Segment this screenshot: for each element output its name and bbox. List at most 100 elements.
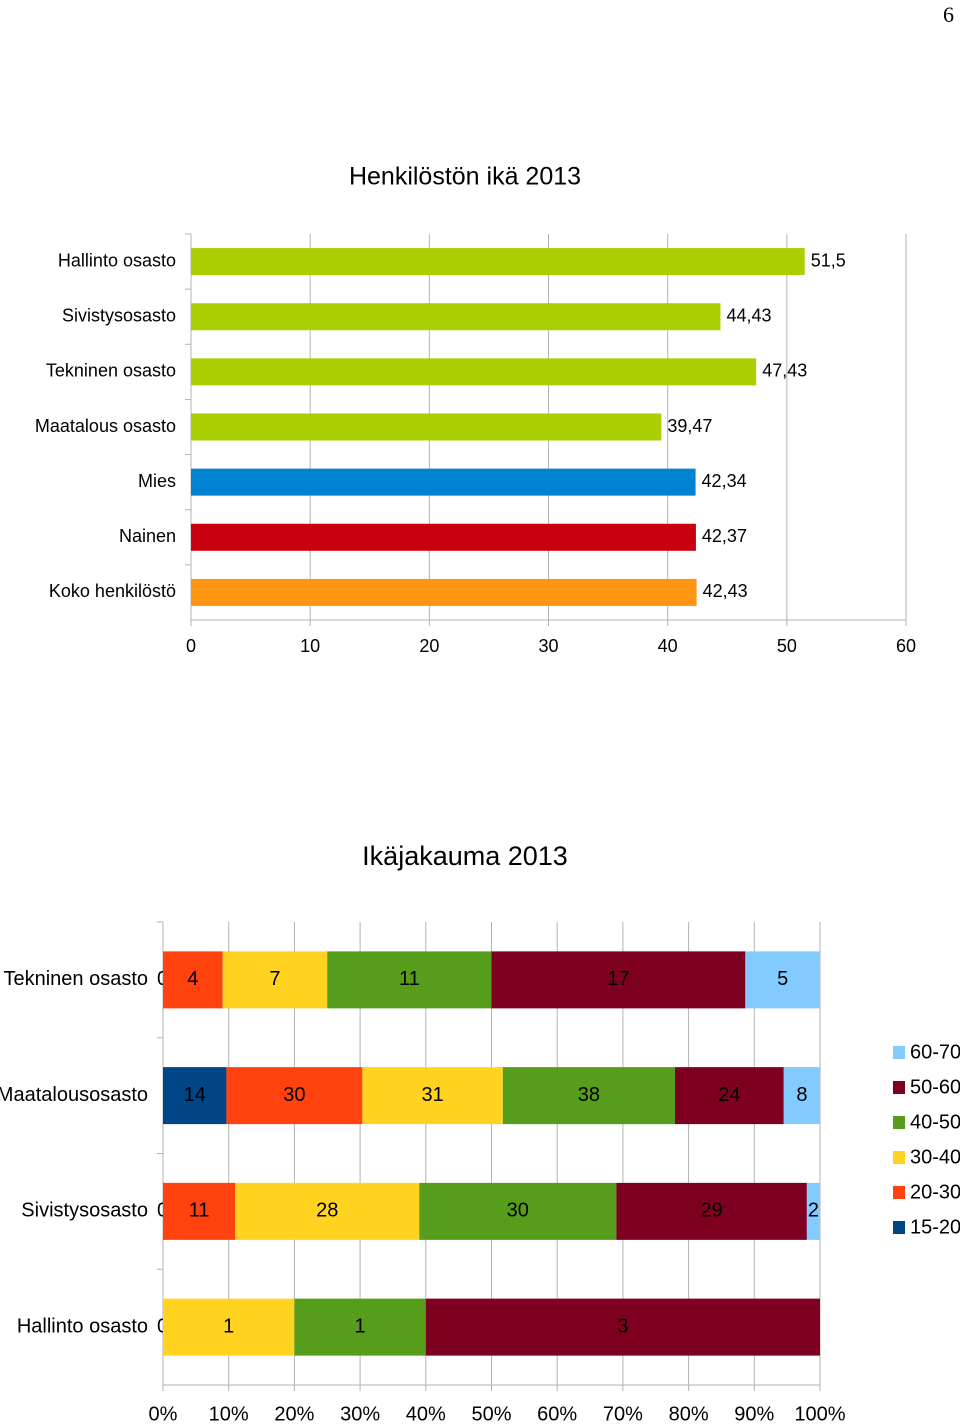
age-x-tick-label: 0	[186, 636, 196, 656]
age-bar	[191, 523, 696, 551]
age-x-tick-label: 20	[419, 636, 439, 656]
distribution-segment	[425, 1298, 820, 1356]
distribution-zero-label: 0	[157, 968, 168, 990]
distribution-segment-label: 38	[578, 1084, 600, 1106]
distribution-segment	[327, 951, 492, 1009]
distribution-segment-label: 28	[316, 1200, 338, 1222]
distribution-segment-label: 24	[718, 1084, 740, 1106]
distribution-x-tick-label: 90%	[734, 1403, 774, 1425]
distribution-segment-label: 30	[507, 1200, 529, 1222]
distribution-segment-label: 17	[607, 968, 629, 990]
legend-swatch	[893, 1151, 905, 1164]
distribution-segment	[419, 1182, 617, 1240]
distribution-segment-label: 11	[189, 1200, 210, 1222]
distribution-category-label: Hallinto osasto	[17, 1315, 148, 1337]
age-bar	[191, 578, 697, 606]
distribution-segment	[675, 1067, 784, 1125]
distribution-segment	[362, 1067, 503, 1125]
distribution-segment-label: 3	[617, 1315, 628, 1337]
distribution-segment-label: 7	[269, 968, 280, 990]
distribution-segment	[783, 1067, 820, 1125]
legend-label: 60-70	[910, 1041, 960, 1063]
age-x-tick-label: 50	[777, 636, 797, 656]
distribution-x-tick-label: 20%	[274, 1403, 314, 1425]
distribution-category-label: Maatalousosasto	[0, 1084, 148, 1106]
age-value-label: 42,37	[702, 526, 747, 546]
age-category-label: Hallinto osasto	[58, 250, 176, 270]
distribution-chart-title: Ikäjakauma 2013	[362, 841, 568, 871]
age-x-tick-label: 10	[300, 636, 320, 656]
distribution-segment-label: 29	[700, 1200, 722, 1222]
age-category-label: Maatalous osasto	[35, 416, 176, 436]
legend-swatch	[893, 1186, 905, 1199]
distribution-segment-label: 1	[355, 1315, 366, 1337]
distribution-segment	[491, 951, 746, 1009]
age-bar	[191, 248, 805, 276]
age-category-label: Mies	[138, 471, 176, 491]
age-x-tick-label: 60	[896, 636, 916, 656]
legend-label: 15-20	[910, 1216, 960, 1238]
distribution-segment-label: 5	[777, 968, 788, 990]
age-chart: Henkilöstön ikä 2013 0 10 20 30 40 50 60 Hallint…	[35, 163, 916, 656]
distribution-segment-label: 4	[187, 968, 198, 990]
legend-label: 50-60	[910, 1076, 960, 1098]
age-bar	[191, 303, 721, 331]
age-x-tick-label: 40	[658, 636, 678, 656]
distribution-segment	[226, 1067, 363, 1125]
distribution-segment	[163, 1182, 236, 1240]
age-category-label: Tekninen osasto	[46, 361, 176, 381]
distribution-segment	[502, 1067, 676, 1125]
age-bar	[191, 413, 662, 441]
age-chart-title: Henkilöstön ikä 2013	[349, 163, 581, 191]
distribution-x-tick-label: 50%	[471, 1403, 511, 1425]
distribution-zero-label: 0	[157, 1315, 168, 1337]
age-value-label: 42,34	[702, 471, 747, 491]
legend-label: 30-40	[910, 1146, 960, 1168]
distribution-zero-label: 0	[157, 1200, 168, 1222]
legend-label: 40-50	[910, 1111, 960, 1133]
distribution-segment	[222, 951, 328, 1009]
distribution-segment	[163, 1298, 295, 1356]
distribution-segment-label: 1	[223, 1315, 234, 1337]
age-category-label: Sivistysosasto	[62, 305, 176, 325]
age-value-label: 42,43	[703, 581, 748, 601]
distribution-x-tick-label: 70%	[603, 1403, 643, 1425]
distribution-x-tick-label: 0%	[149, 1403, 178, 1425]
age-x-tick-label: 30	[538, 636, 558, 656]
distribution-segment	[745, 951, 820, 1009]
age-value-label: 39,47	[667, 416, 712, 436]
legend-swatch	[893, 1221, 905, 1234]
distribution-x-tick-label: 30%	[340, 1403, 380, 1425]
distribution-category-label: Sivistysosasto	[21, 1200, 148, 1222]
page-number: 6	[943, 2, 954, 27]
distribution-segment-label: 30	[283, 1084, 305, 1106]
distribution-segment	[163, 1067, 227, 1125]
age-value-label: 51,5	[811, 250, 846, 270]
distribution-segment-label: 2	[808, 1200, 819, 1222]
distribution-x-tick-label: 100%	[794, 1403, 845, 1425]
age-value-label: 44,43	[726, 305, 771, 325]
age-bar	[191, 358, 757, 386]
distribution-segment	[163, 951, 223, 1009]
distribution-segment-label: 31	[421, 1084, 443, 1106]
distribution-x-tick-label: 40%	[406, 1403, 446, 1425]
distribution-segment	[235, 1182, 420, 1240]
age-category-label: Nainen	[119, 526, 176, 546]
age-category-label: Koko henkilöstö	[49, 581, 176, 601]
distribution-x-tick-label: 10%	[209, 1403, 249, 1425]
age-value-label: 47,43	[762, 361, 807, 381]
distribution-segment-label: 14	[184, 1084, 206, 1106]
distribution-x-tick-label: 80%	[669, 1403, 709, 1425]
distribution-segment	[294, 1298, 426, 1356]
distribution-segment-label: 8	[796, 1084, 807, 1106]
legend-swatch	[893, 1081, 905, 1094]
distribution-segment	[616, 1182, 807, 1240]
legend-swatch	[893, 1116, 905, 1129]
distribution-x-tick-label: 60%	[537, 1403, 577, 1425]
legend-swatch	[893, 1046, 905, 1059]
distribution-segment-label: 11	[399, 968, 420, 990]
distribution-segment	[806, 1182, 820, 1240]
age-bar	[191, 468, 696, 496]
